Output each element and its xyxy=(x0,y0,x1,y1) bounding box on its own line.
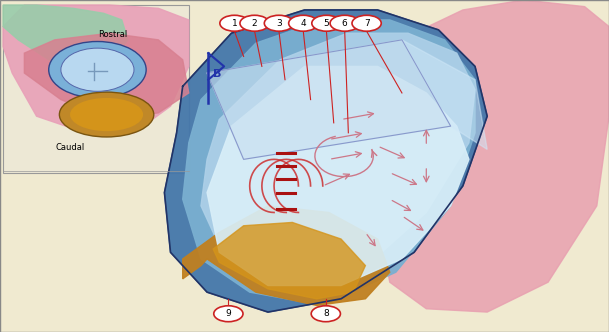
Circle shape xyxy=(264,15,294,31)
Polygon shape xyxy=(378,0,609,312)
Circle shape xyxy=(214,306,243,322)
Text: 6: 6 xyxy=(342,19,348,28)
Circle shape xyxy=(352,15,381,31)
Polygon shape xyxy=(3,5,189,133)
Text: 7: 7 xyxy=(364,19,370,28)
Ellipse shape xyxy=(49,42,146,98)
Ellipse shape xyxy=(70,98,143,131)
Polygon shape xyxy=(3,5,128,66)
Text: 9: 9 xyxy=(225,309,231,318)
Polygon shape xyxy=(183,206,390,305)
Ellipse shape xyxy=(59,92,153,137)
Polygon shape xyxy=(201,33,475,286)
Text: Rostral: Rostral xyxy=(98,30,127,40)
Circle shape xyxy=(312,15,341,31)
Text: 2: 2 xyxy=(252,19,258,28)
FancyBboxPatch shape xyxy=(3,5,189,173)
Text: 3: 3 xyxy=(276,19,282,28)
Circle shape xyxy=(311,306,340,322)
Polygon shape xyxy=(402,40,487,149)
Polygon shape xyxy=(164,10,487,312)
Polygon shape xyxy=(24,33,189,120)
Text: B: B xyxy=(213,69,222,79)
Circle shape xyxy=(330,15,359,31)
Text: 4: 4 xyxy=(300,19,306,28)
Polygon shape xyxy=(213,222,365,299)
Circle shape xyxy=(289,15,318,31)
Text: 8: 8 xyxy=(323,309,329,318)
Polygon shape xyxy=(207,40,451,159)
Polygon shape xyxy=(207,66,469,286)
Ellipse shape xyxy=(61,48,134,91)
Text: 1: 1 xyxy=(231,19,238,28)
Circle shape xyxy=(220,15,249,31)
Text: 5: 5 xyxy=(323,19,329,28)
Text: Caudal: Caudal xyxy=(55,143,85,152)
Polygon shape xyxy=(183,20,475,305)
Circle shape xyxy=(240,15,269,31)
